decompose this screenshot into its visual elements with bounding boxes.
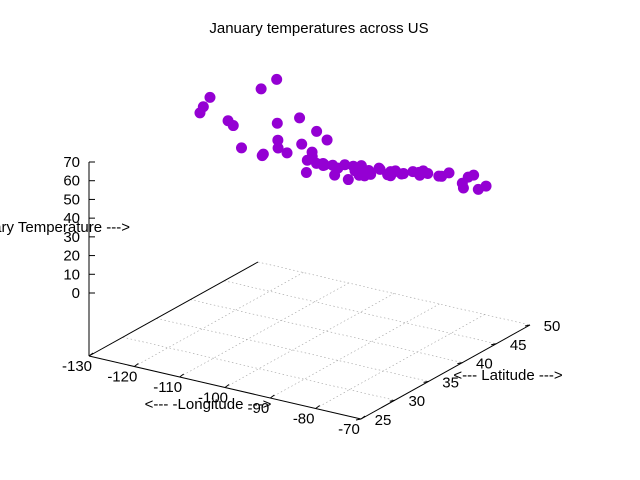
y-tick <box>389 399 395 402</box>
z-axis-label: <--- January Temperature ---> <box>0 219 130 236</box>
y-tick <box>524 324 531 327</box>
x-tick-label: -90 <box>247 400 269 417</box>
grid-line-x <box>315 314 485 409</box>
grid-line-x <box>224 293 395 388</box>
grid-line-y <box>156 318 429 382</box>
z-tick-label: 40 <box>63 210 80 227</box>
x-tick-label: -110 <box>153 379 182 396</box>
grid-line-y <box>122 336 395 401</box>
z-tick-label: 50 <box>63 191 80 208</box>
data-point <box>342 174 354 186</box>
data-point <box>272 142 284 154</box>
data-point <box>271 117 283 129</box>
x-tick <box>134 363 139 367</box>
grid-line-y <box>190 299 463 363</box>
data-point <box>373 162 385 174</box>
x-tick <box>270 394 275 399</box>
data-point <box>236 142 248 154</box>
data-point <box>197 101 209 113</box>
z-tick-label: 10 <box>63 266 80 283</box>
x-tick-label: -70 <box>338 421 360 438</box>
data-point <box>397 168 409 180</box>
data-point <box>271 73 283 85</box>
data-point <box>339 159 351 171</box>
y-tick <box>423 380 429 383</box>
data-point <box>389 166 401 178</box>
z-tick-label: 20 <box>63 248 80 265</box>
y-tick <box>491 343 497 346</box>
x-tick <box>360 415 366 420</box>
back-axis-line <box>88 261 259 357</box>
x-tick <box>88 352 94 357</box>
data-points <box>194 73 492 195</box>
grid-line-x <box>270 303 440 399</box>
data-point <box>255 83 267 95</box>
data-point <box>281 147 293 159</box>
grid-line-x <box>179 282 349 378</box>
y-tick-label: 40 <box>476 356 493 373</box>
chart-title: January temperatures across US <box>209 20 428 37</box>
data-point <box>462 171 474 183</box>
z-tick-label: 70 <box>63 154 80 171</box>
data-point <box>472 183 484 195</box>
y-axis-line <box>360 324 531 420</box>
y-tick-label: 35 <box>442 374 459 391</box>
x-axis-label: <--- -Longitude ---> <box>145 396 272 413</box>
tick-labels: -130 -120 -110 -100 -90 -80 -70 25 30 35 40 45 50 0 10… <box>62 154 560 438</box>
y-tick-label: 50 <box>544 318 561 335</box>
z-tick-label: 60 <box>63 173 80 190</box>
data-point <box>422 168 434 180</box>
data-point <box>347 160 359 172</box>
data-point <box>407 166 419 178</box>
x-tick-label: -120 <box>107 369 137 386</box>
grid-line-y <box>257 261 531 326</box>
grid-line-y <box>224 280 497 345</box>
data-point <box>311 125 323 137</box>
data-point <box>300 167 312 179</box>
y-tick <box>355 418 362 421</box>
data-point <box>204 91 216 103</box>
data-point <box>436 170 448 182</box>
y-tick-label: 30 <box>408 393 425 410</box>
z-tick-label: 0 <box>72 285 80 302</box>
y-axis-label: <--- Latitude ---> <box>453 367 562 384</box>
y-tick-label: 45 <box>510 337 527 354</box>
x-tick <box>315 405 320 409</box>
data-point <box>306 146 318 158</box>
data-point <box>321 134 333 146</box>
data-point <box>317 157 329 169</box>
data-point <box>327 159 339 171</box>
x-tick-label: -100 <box>198 390 228 407</box>
y-tick-label: 25 <box>375 412 392 429</box>
z-tick-label: 30 <box>63 229 80 246</box>
axes <box>88 161 531 421</box>
data-point <box>296 138 308 150</box>
data-point <box>294 112 306 124</box>
x-tick-label: -80 <box>293 411 315 428</box>
data-point <box>360 165 372 177</box>
y-tick <box>457 362 463 365</box>
data-point <box>257 148 269 160</box>
data-point <box>301 154 313 166</box>
x-tick-label: -130 <box>62 358 92 375</box>
x-tick <box>179 373 184 378</box>
data-point <box>272 134 284 146</box>
data-point <box>227 120 239 132</box>
x-tick <box>224 384 230 388</box>
grid-line-x <box>134 272 304 367</box>
